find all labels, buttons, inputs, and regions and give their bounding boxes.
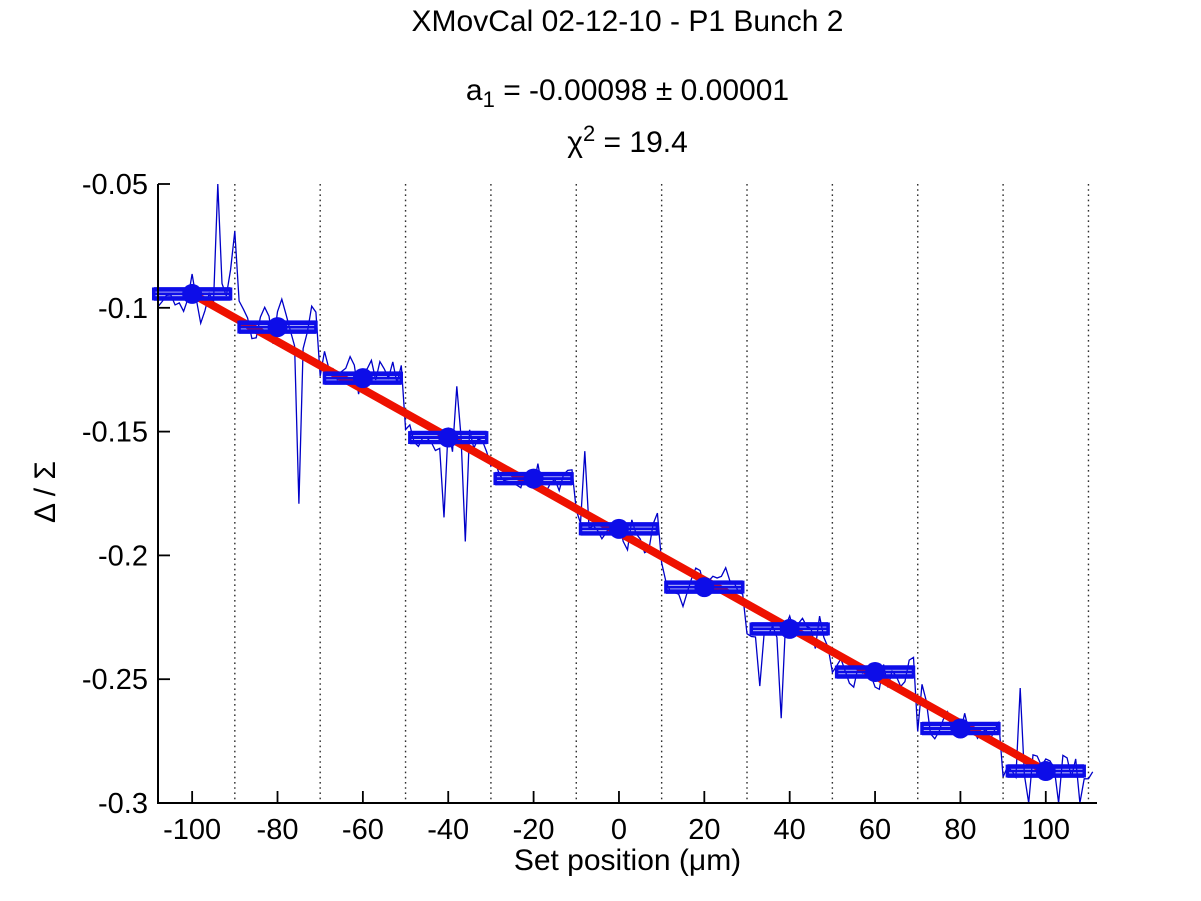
fit-coefficient-annotation: a1 = -0.00098 ± 0.00001 — [158, 74, 1097, 113]
chi-square-value: = 19.4 — [595, 126, 688, 159]
x-tick-label: -40 — [427, 814, 469, 846]
y-tick-label: -0.2 — [98, 540, 148, 572]
errorbar-marker — [493, 468, 574, 489]
mean-point-dot — [694, 577, 715, 598]
fit-coefficient-subscript: 1 — [482, 87, 495, 112]
mean-point-dot — [950, 718, 971, 739]
chi-square-annotation: χ2 = 19.4 — [158, 121, 1097, 160]
x-tick-label: 80 — [944, 814, 976, 846]
x-tick-label: 20 — [688, 814, 720, 846]
x-tick-label: -20 — [513, 814, 555, 846]
errorbar-marker — [151, 283, 233, 304]
axes-and-ticks — [157, 183, 1097, 804]
mean-point-dot — [779, 618, 800, 639]
y-tick-label: -0.1 — [98, 293, 148, 325]
tick-labels: -100 -80 -60 -40 -20 0 20 40 60 80 100 -0.05 -0.1 -0.… — [82, 169, 1070, 846]
mean-point-dot — [523, 468, 544, 489]
x-tick-label: 0 — [611, 814, 627, 846]
errorbar-marker — [1005, 761, 1086, 782]
errorbar-marker — [920, 718, 1001, 739]
mean-point-dot — [608, 518, 629, 539]
mean-point-dot — [438, 427, 459, 448]
errorbar-marker — [578, 518, 660, 539]
binned-errorbar-markers — [151, 283, 1086, 782]
y-tick-label: -0.05 — [82, 169, 148, 201]
x-axis-label: Set position (μm) — [513, 844, 742, 877]
mean-point-dot — [182, 283, 203, 304]
mean-point-dot — [865, 662, 886, 683]
mean-point-dot — [1035, 761, 1056, 782]
x-tick-label: -80 — [257, 814, 299, 846]
x-tick-label: 40 — [774, 814, 806, 846]
y-tick-label: -0.3 — [98, 788, 148, 820]
errorbar-marker — [749, 618, 830, 639]
x-tick-label: 100 — [1022, 814, 1070, 846]
errorbar-marker — [834, 662, 916, 683]
plot-title: XMovCal 02-12-10 - P1 Bunch 2 — [411, 5, 844, 38]
y-tick-label: -0.25 — [82, 664, 148, 696]
errorbar-marker — [664, 577, 745, 598]
x-tick-label: 60 — [859, 814, 891, 846]
fit-coefficient-value: = -0.00098 ± 0.00001 — [494, 74, 790, 107]
fit-coefficient-symbol: a — [465, 74, 483, 107]
raw-trace-polyline — [158, 184, 1094, 803]
errorbar-marker — [237, 317, 318, 338]
mean-point-dot — [352, 368, 373, 389]
errorbar-marker — [322, 368, 404, 389]
x-tick-label: -100 — [163, 814, 221, 846]
chi-symbol: χ — [567, 126, 583, 159]
x-tick-label: -60 — [342, 814, 384, 846]
mean-point-dot — [267, 317, 288, 338]
y-tick-label: -0.15 — [82, 417, 148, 449]
errorbar-marker — [408, 427, 489, 448]
chi-exponent: 2 — [582, 121, 596, 146]
vertical-dotted-gridlines — [234, 184, 1090, 803]
raw-scan-trace — [158, 184, 1094, 803]
